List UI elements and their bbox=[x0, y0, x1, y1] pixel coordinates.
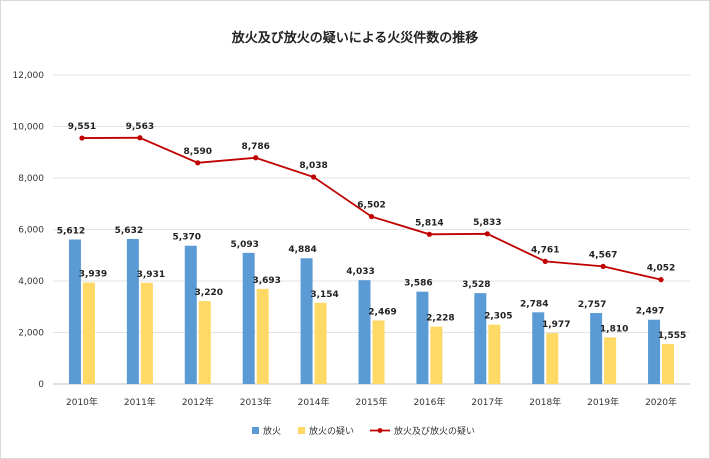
line-data-label: 8,038 bbox=[299, 161, 327, 171]
bar-houka-utagai bbox=[372, 320, 385, 384]
y-tick-label: 2,000 bbox=[18, 329, 44, 339]
chart-title: 放火及び放火の疑いによる火災件数の推移 bbox=[231, 30, 479, 46]
bar-data-label: 4,884 bbox=[288, 245, 316, 255]
bar-data-label: 2,469 bbox=[368, 307, 396, 317]
bar-data-label: 3,693 bbox=[252, 276, 280, 286]
bar-houka bbox=[358, 280, 371, 384]
bar-data-label: 2,497 bbox=[636, 307, 664, 317]
bar-houka bbox=[184, 245, 197, 384]
legend-item-total-marker bbox=[377, 428, 383, 433]
bar-houka-utagai bbox=[430, 326, 443, 384]
bar-houka-utagai bbox=[662, 343, 675, 384]
legend-item-houka-utagai-swatch bbox=[298, 427, 305, 434]
x-tick-label: 2013年 bbox=[240, 396, 272, 408]
bar-data-label: 5,632 bbox=[115, 226, 143, 236]
bar-data-label: 5,093 bbox=[230, 240, 258, 250]
line-point bbox=[658, 277, 664, 283]
bar-data-label: 2,784 bbox=[520, 299, 548, 309]
bar-houka bbox=[242, 252, 255, 384]
line-data-label: 4,052 bbox=[647, 264, 675, 274]
bar-data-label: 2,228 bbox=[426, 314, 454, 324]
line-point bbox=[79, 135, 85, 141]
line-point bbox=[542, 258, 548, 265]
y-tick-label: 8,000 bbox=[18, 174, 44, 184]
y-tick-label: 10,000 bbox=[13, 123, 45, 133]
line-data-label: 5,833 bbox=[473, 218, 501, 228]
bar-houka-utagai bbox=[546, 333, 559, 384]
bar-houka bbox=[590, 313, 603, 384]
x-axis: 2010年 2011年 2012年 2013年 2014年 2015年 2016年 2017年… bbox=[66, 396, 677, 408]
y-tick-label: 6,000 bbox=[18, 226, 44, 236]
legend-item-total: 放火及び放火の疑い bbox=[394, 425, 475, 437]
y-tick-label: 12,000 bbox=[13, 71, 45, 81]
legend-item-houka: 放火 bbox=[263, 425, 281, 437]
bar-data-label: 5,612 bbox=[57, 226, 85, 236]
x-tick-label: 2015年 bbox=[356, 396, 388, 408]
bar-data-label: 5,370 bbox=[173, 233, 201, 243]
bar-data-label: 4,033 bbox=[346, 267, 374, 277]
bar-houka bbox=[648, 319, 661, 384]
bar-houka bbox=[416, 291, 429, 384]
bars: 5,612 5,632 5,370 5,093 4,884 4,033 3,586 3,528… bbox=[57, 226, 686, 384]
bar-data-label: 1,810 bbox=[600, 324, 628, 334]
line-data-label: 9,563 bbox=[126, 122, 154, 132]
legend: 放火 放火の疑い 放火及び放火の疑い bbox=[252, 425, 475, 437]
line-data-label: 5,814 bbox=[415, 218, 443, 228]
gridlines bbox=[53, 74, 690, 385]
bar-data-label: 3,528 bbox=[462, 280, 490, 290]
line-point bbox=[484, 231, 490, 237]
line-point bbox=[600, 263, 606, 269]
bar-houka-utagai bbox=[604, 337, 617, 384]
x-tick-label: 2019年 bbox=[587, 396, 619, 408]
bar-houka-utagai bbox=[82, 282, 95, 384]
bar-data-label: 1,555 bbox=[658, 331, 686, 341]
line-data-label: 6,502 bbox=[357, 201, 385, 211]
bar-houka bbox=[126, 238, 139, 384]
bar-houka-utagai bbox=[314, 302, 327, 384]
bar-houka bbox=[300, 258, 313, 384]
legend-item-houka-swatch bbox=[252, 427, 259, 434]
line-point bbox=[426, 231, 433, 237]
x-tick-label: 2014年 bbox=[298, 396, 330, 408]
x-tick-label: 2020年 bbox=[645, 396, 677, 408]
bar-data-label: 2,757 bbox=[578, 300, 606, 310]
bar-data-label: 3,586 bbox=[404, 279, 432, 289]
line-data-label: 4,761 bbox=[531, 245, 559, 255]
bar-houka bbox=[474, 293, 487, 384]
x-tick-label: 2018年 bbox=[529, 396, 561, 408]
y-tick-label: 0 bbox=[38, 380, 44, 390]
line-series: 9,551 9,563 8,590 8,786 8,038 6,502 5,814 5,833… bbox=[68, 122, 675, 283]
x-tick-label: 2012年 bbox=[182, 396, 214, 408]
x-tick-label: 2011年 bbox=[124, 396, 156, 408]
bar-data-label: 1,977 bbox=[542, 320, 570, 330]
line-data-label: 4,567 bbox=[589, 250, 617, 260]
y-tick-label: 4,000 bbox=[18, 277, 44, 287]
legend-item-houka-utagai: 放火の疑い bbox=[309, 425, 354, 437]
x-tick-label: 2017年 bbox=[471, 396, 503, 408]
bar-houka-utagai bbox=[140, 282, 153, 384]
line-point bbox=[310, 174, 317, 180]
line-point bbox=[195, 160, 201, 166]
line-point bbox=[368, 213, 375, 220]
bar-data-label: 3,939 bbox=[79, 270, 107, 280]
line-data-label: 8,786 bbox=[241, 142, 269, 152]
bar-data-label: 3,154 bbox=[310, 290, 338, 300]
bar-houka-utagai bbox=[256, 288, 269, 384]
bar-data-label: 3,220 bbox=[195, 288, 223, 298]
bar-houka-utagai bbox=[488, 324, 501, 384]
bar-data-label: 3,931 bbox=[137, 270, 165, 280]
line-point bbox=[253, 155, 259, 161]
bar-houka bbox=[68, 239, 81, 384]
line-point bbox=[137, 135, 143, 141]
y-axis: 0 2,000 4,000 6,000 8,000 10,000 12,000 bbox=[13, 71, 45, 390]
x-tick-label: 2010年 bbox=[66, 396, 98, 408]
bar-houka-utagai bbox=[198, 301, 211, 384]
line-data-label: 9,551 bbox=[68, 122, 96, 132]
x-tick-label: 2016年 bbox=[413, 396, 445, 408]
bar-data-label: 2,305 bbox=[484, 312, 512, 322]
bar-houka bbox=[532, 312, 545, 384]
line-data-label: 8,590 bbox=[184, 147, 212, 157]
